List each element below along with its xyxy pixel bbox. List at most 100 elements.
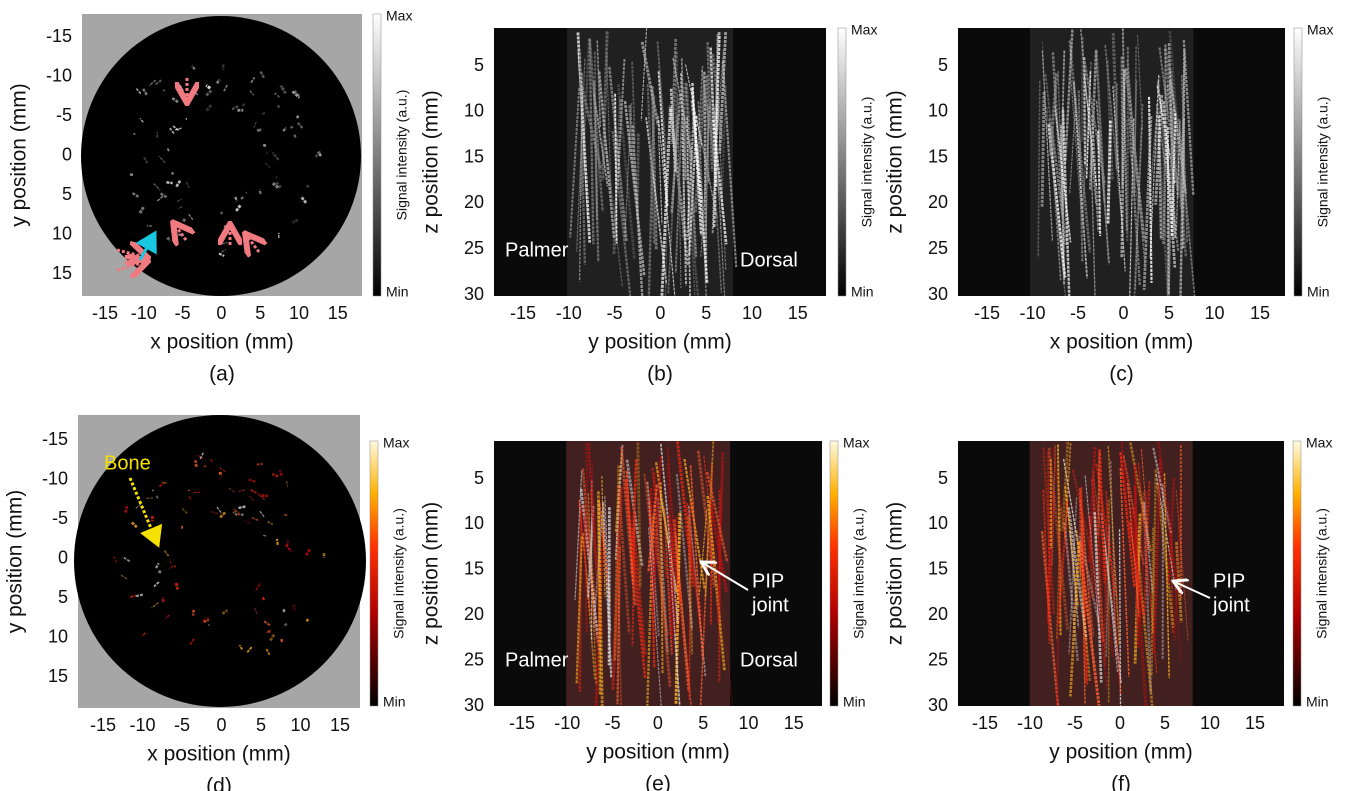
x-tick-label: 5 <box>1164 303 1174 323</box>
x-tick-label: 0 <box>655 303 665 323</box>
streak <box>278 95 280 97</box>
panel-label: (f) <box>1111 773 1131 791</box>
annotation: Palmer <box>505 239 569 261</box>
annotation: joint <box>751 594 789 616</box>
x-tick-label: -5 <box>607 303 623 323</box>
y-tick-label: 25 <box>928 238 948 258</box>
y-tick-label: -10 <box>42 468 68 488</box>
x-tick-label: 5 <box>256 715 266 735</box>
y-tick-label: 20 <box>928 604 948 624</box>
y-axis-label: y position (mm) <box>4 490 27 634</box>
x-tick-label: -15 <box>510 303 536 323</box>
y-tick-label: 10 <box>928 101 948 121</box>
x-tick-label: -5 <box>175 303 191 323</box>
x-tick-label: 10 <box>1204 303 1224 323</box>
x-tick-label: -10 <box>556 303 582 323</box>
y-tick-label: 15 <box>928 559 948 579</box>
y-tick-label: 15 <box>928 146 948 166</box>
colorbar-min: Min <box>383 694 406 710</box>
image-texture <box>1030 441 1193 740</box>
x-tick-label: -10 <box>1019 303 1045 323</box>
x-axis-label: y position (mm) <box>1049 741 1193 764</box>
streak <box>262 113 265 114</box>
x-tick-label: 0 <box>216 303 226 323</box>
y-tick-label: 5 <box>938 468 948 488</box>
y-tick-label: 30 <box>464 284 484 304</box>
y-tick-label: 10 <box>464 513 484 533</box>
annotation: Dorsal <box>740 249 798 271</box>
streak <box>167 148 168 151</box>
streak <box>204 466 207 467</box>
y-tick-label: 20 <box>928 192 948 212</box>
y-tick-label: 25 <box>464 649 484 669</box>
x-tick-label: 0 <box>216 715 226 735</box>
streak <box>158 572 161 573</box>
x-tick-label: -15 <box>974 303 1000 323</box>
image-texture <box>567 28 736 324</box>
y-tick-label: 0 <box>62 144 72 164</box>
y-axis-label: z position (mm) <box>884 90 907 234</box>
x-tick-label: -5 <box>605 713 621 733</box>
y-tick-label: 15 <box>48 666 68 686</box>
streak <box>152 490 154 491</box>
y-tick-label: 5 <box>474 468 484 488</box>
y-tick-label: -15 <box>46 26 72 46</box>
colorbar-max: Max <box>851 22 877 38</box>
x-tick-label: -15 <box>92 303 118 323</box>
streak <box>174 566 176 567</box>
colorbar-min: Min <box>851 284 874 300</box>
streak <box>255 493 260 494</box>
x-tick-label: 10 <box>742 303 762 323</box>
y-tick-label: -5 <box>56 105 72 125</box>
x-tick-label: 10 <box>290 715 310 735</box>
x-tick-label: 5 <box>698 713 708 733</box>
streak <box>186 118 187 119</box>
colorbar-max: Max <box>843 435 869 451</box>
x-tick-label: 5 <box>701 303 711 323</box>
y-tick-label: 15 <box>52 263 72 283</box>
streak <box>221 212 223 214</box>
y-tick-label: 20 <box>464 604 484 624</box>
y-axis-label: z position (mm) <box>420 502 443 646</box>
y-axis-label: z position (mm) <box>884 502 907 646</box>
y-tick-label: 5 <box>474 55 484 75</box>
colorbar-min: Min <box>843 694 866 710</box>
x-axis-label: y position (mm) <box>586 741 730 764</box>
colorbar-min: Min <box>1306 694 1329 710</box>
annotation: Palmer <box>505 649 569 671</box>
x-tick-label: 0 <box>1115 713 1125 733</box>
colorbar-min: Min <box>386 284 409 300</box>
annotation: PIP <box>752 570 784 592</box>
x-tick-label: -5 <box>1070 303 1086 323</box>
y-tick-label: 25 <box>464 238 484 258</box>
colorbar <box>1293 441 1301 706</box>
x-axis-label: y position (mm) <box>588 331 732 354</box>
x-tick-label: 15 <box>330 715 350 735</box>
streak <box>157 496 158 499</box>
x-tick-label: -5 <box>1067 713 1083 733</box>
annotation: Bone <box>104 452 151 474</box>
annotation: Dorsal <box>740 649 798 671</box>
colorbar-label: Signal intensity (a.u.) <box>394 90 410 221</box>
y-tick-label: 0 <box>58 547 68 567</box>
colorbar <box>370 441 378 706</box>
y-tick-label: 5 <box>62 184 72 204</box>
panel-label: (e) <box>645 773 671 791</box>
colorbar <box>838 28 846 296</box>
colorbar-label: Signal intensity (a.u.) <box>1315 97 1331 228</box>
y-axis-label: y position (mm) <box>8 83 31 227</box>
x-tick-label: 0 <box>1118 303 1128 323</box>
colorbar-max: Max <box>1306 435 1332 451</box>
y-tick-label: 10 <box>48 626 68 646</box>
x-tick-label: 10 <box>289 303 309 323</box>
y-tick-label: -10 <box>46 65 72 85</box>
x-tick-label: -10 <box>129 715 155 735</box>
y-tick-label: -5 <box>52 508 68 528</box>
x-tick-label: 10 <box>738 713 758 733</box>
colorbar <box>1294 28 1302 296</box>
figure: -15-10-5051015-15-10-5051015x position (… <box>0 0 1351 791</box>
y-tick-label: 30 <box>928 695 948 715</box>
y-tick-label: 10 <box>464 101 484 121</box>
y-tick-label: -15 <box>42 429 68 449</box>
x-tick-label: 15 <box>784 713 804 733</box>
